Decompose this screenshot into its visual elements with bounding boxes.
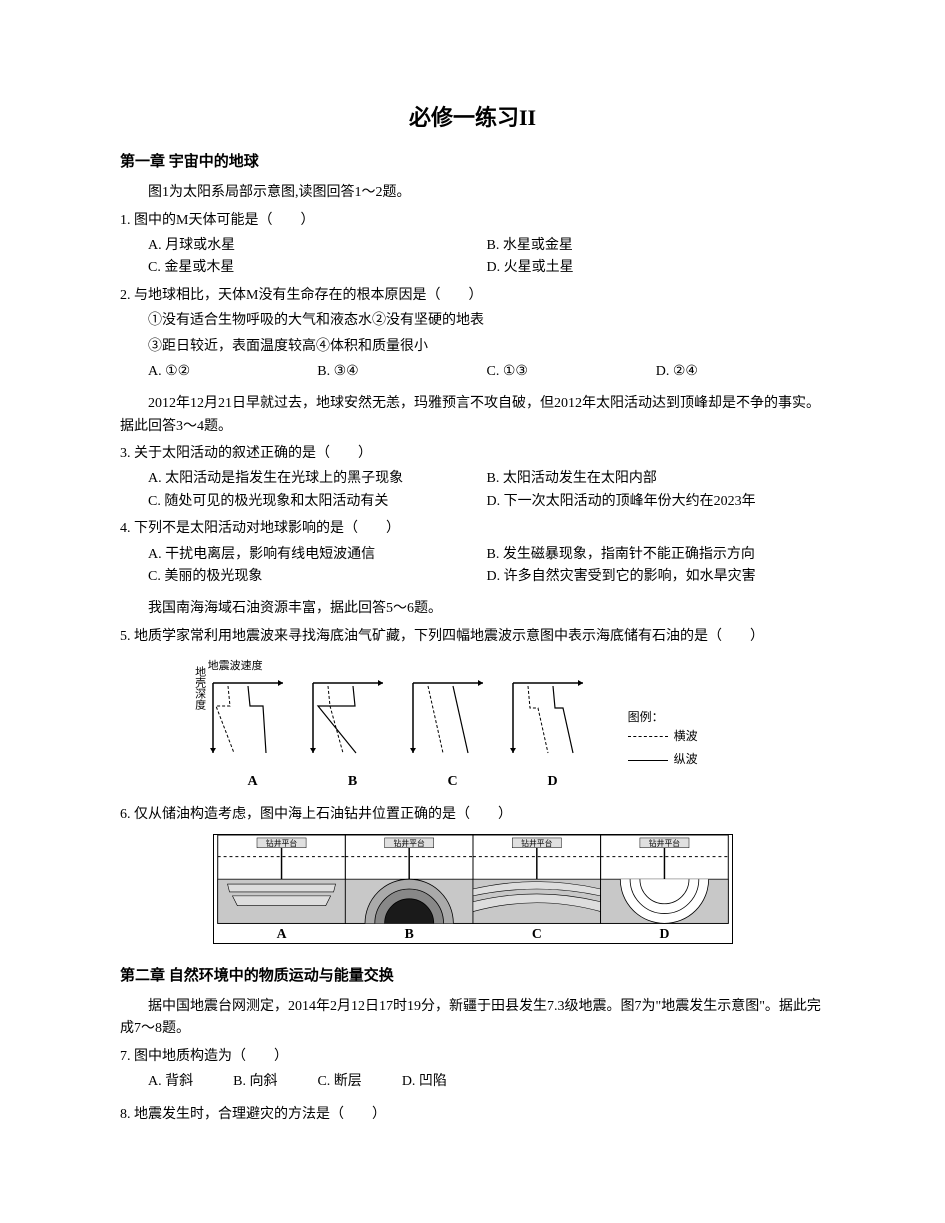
q2-stem: 2. 与地球相比，天体M没有生命存在的根本原因是（ ）: [120, 285, 825, 307]
q7-options: A. 背斜 B. 向斜 C. 断层 D. 凹陷: [120, 1071, 825, 1093]
legend-solid-icon: [628, 760, 668, 761]
platform-label-d: 钻井平台: [648, 838, 680, 848]
legend-solid-label: 纵波: [674, 750, 698, 769]
q1-opt-b: B. 水星或金星: [487, 235, 826, 257]
q7-opt-d: D. 凹陷: [402, 1071, 447, 1093]
q3-opt-a: A. 太阳活动是指发生在光球上的黑子现象: [148, 468, 487, 490]
seismic-chart-b: B: [308, 678, 398, 794]
intro-q1-2: 图1为太阳系局部示意图,读图回答1～2题。: [120, 182, 825, 204]
q5-stem: 5. 地质学家常利用地震波来寻找海底油气矿藏，下列四幅地震波示意图中表示海底储有…: [120, 626, 825, 648]
drill-label-d: D: [659, 926, 669, 941]
q3-opt-b: B. 太阳活动发生在太阳内部: [487, 468, 826, 490]
q4-opt-d: D. 许多自然灾害受到它的影响，如水旱灾害: [487, 566, 826, 588]
seismic-chart-c: C: [408, 678, 498, 794]
platform-label-b: 钻井平台: [393, 838, 425, 848]
q2-opt-d: D. ②④: [656, 361, 825, 383]
q1-options: A. 月球或水星 B. 水星或金星 C. 金星或木星 D. 火星或土星: [120, 235, 825, 280]
q2-opt-c: C. ①③: [487, 361, 656, 383]
q3-opt-d: D. 下一次太阳活动的顶峰年份大约在2023年: [487, 491, 826, 513]
drill-label-a: A: [276, 926, 286, 941]
q4-opt-a: A. 干扰电离层，影响有线电短波通信: [148, 544, 487, 566]
seismic-chart-a: A: [208, 678, 298, 794]
q3-options: A. 太阳活动是指发生在光球上的黑子现象 B. 太阳活动发生在太阳内部 C. 随…: [120, 468, 825, 513]
q6-figure: 钻井平台 钻井平台 钻井平台: [120, 834, 825, 944]
q4-opt-b: B. 发生磁暴现象，指南针不能正确指示方向: [487, 544, 826, 566]
q5-xlabel: 地震波速度: [208, 658, 608, 676]
legend-dash-label: 横波: [674, 727, 698, 746]
q2-opt-a: A. ①②: [148, 361, 317, 383]
drill-label-c: C: [531, 926, 541, 941]
q7-stem: 7. 图中地质构造为（ ）: [120, 1046, 825, 1068]
seismic-label-d: D: [508, 771, 598, 793]
seismic-chart-d: D: [508, 678, 598, 794]
q2-cond2: ③距日较近，表面温度较高④体积和质量很小: [120, 336, 825, 358]
q4-opt-c: C. 美丽的极光现象: [148, 566, 487, 588]
q1-opt-d: D. 火星或土星: [487, 257, 826, 279]
legend-title: 图例：: [628, 708, 698, 727]
q3-stem: 3. 关于太阳活动的叙述正确的是（ ）: [120, 443, 825, 465]
legend-dash-icon: [628, 736, 668, 737]
q6-stem: 6. 仅从储油构造考虑，图中海上石油钻井位置正确的是（ ）: [120, 804, 825, 826]
q7-opt-c: C. 断层: [317, 1071, 361, 1093]
intro-q5-6: 我国南海海域石油资源丰富，据此回答5～6题。: [120, 598, 825, 620]
q1-opt-a: A. 月球或水星: [148, 235, 487, 257]
drill-diagram: 钻井平台 钻井平台 钻井平台: [213, 834, 733, 944]
q2-cond1: ①没有适合生物呼吸的大气和液态水②没有坚硬的地表: [120, 310, 825, 332]
intro-q7-8: 据中国地震台网测定，2014年2月12日17时19分，新疆于田县发生7.3级地震…: [120, 996, 825, 1041]
seismic-label-a: A: [208, 771, 298, 793]
q5-legend: 图例： 横波 纵波: [628, 708, 698, 794]
q7-opt-a: A. 背斜: [148, 1071, 193, 1093]
q3-opt-c: C. 随处可见的极光现象和太阳活动有关: [148, 491, 487, 513]
intro-q3-4: 2012年12月21日早就过去，地球安然无恙，玛雅预言不攻自破，但2012年太阳…: [120, 393, 825, 438]
seismic-label-c: C: [408, 771, 498, 793]
q1-opt-c: C. 金星或木星: [148, 257, 487, 279]
q2-options: A. ①② B. ③④ C. ①③ D. ②④: [120, 361, 825, 383]
q4-options: A. 干扰电离层，影响有线电短波通信 B. 发生磁暴现象，指南针不能正确指示方向…: [120, 544, 825, 589]
q5-figure: 地壳深度 地震波速度 A: [120, 658, 825, 793]
q5-ylabel: 地壳深度: [190, 666, 208, 710]
platform-label-a: 钻井平台: [265, 838, 297, 848]
q7-opt-b: B. 向斜: [233, 1071, 277, 1093]
q1-stem: 1. 图中的M天体可能是（ ）: [120, 210, 825, 232]
chapter1-heading: 第一章 宇宙中的地球: [120, 150, 825, 174]
q8-stem: 8. 地震发生时，合理避灾的方法是（ ）: [120, 1104, 825, 1126]
q2-opt-b: B. ③④: [317, 361, 486, 383]
page-title: 必修一练习II: [120, 100, 825, 135]
chapter2-heading: 第二章 自然环境中的物质运动与能量交换: [120, 964, 825, 988]
platform-label-c: 钻井平台: [521, 838, 553, 848]
drill-label-b: B: [404, 926, 413, 941]
seismic-label-b: B: [308, 771, 398, 793]
q4-stem: 4. 下列不是太阳活动对地球影响的是（ ）: [120, 518, 825, 540]
